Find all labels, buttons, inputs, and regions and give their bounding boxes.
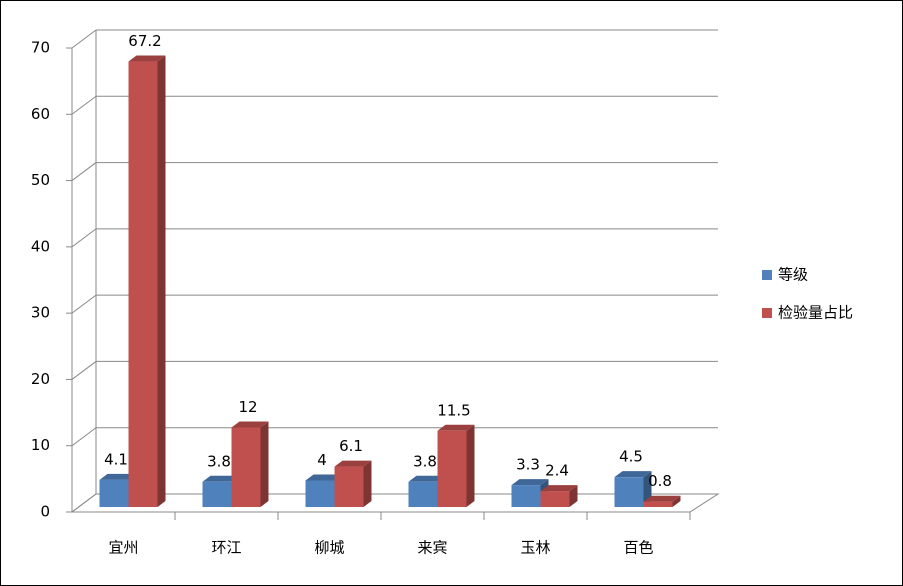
bar: [99, 479, 129, 507]
x-tick-label: 柳城: [314, 539, 344, 557]
y-tick-label: 50: [31, 171, 50, 189]
y-tick-label: 20: [31, 370, 50, 388]
bar-side: [466, 424, 475, 507]
bar: [437, 430, 467, 507]
bar-side: [672, 495, 681, 507]
bar-top: [511, 479, 549, 486]
bar: [643, 501, 673, 507]
y-tick-label: 70: [31, 39, 50, 57]
data-label: 3.8: [413, 452, 437, 470]
legend-label: 等级: [778, 266, 808, 284]
data-label: 12: [238, 398, 257, 416]
bar-side: [260, 421, 269, 507]
bar-top: [231, 421, 269, 428]
bar: [511, 485, 541, 507]
data-label: 3.3: [516, 456, 540, 474]
bar-top: [614, 471, 652, 478]
y-tick-label: 30: [31, 304, 50, 322]
x-tick-label: 环江: [211, 539, 241, 557]
grid-line: [71, 294, 97, 314]
y-tick-label: 0: [40, 503, 50, 521]
grid-line: [71, 29, 97, 49]
x-tick-label: 来宾: [417, 539, 447, 557]
bar-top: [334, 460, 372, 467]
data-label: 11.5: [437, 401, 470, 419]
bar-top: [408, 475, 446, 482]
bar-top: [437, 424, 475, 431]
data-label: 4.5: [619, 448, 643, 466]
bar: [614, 477, 644, 507]
x-tick-label: 百色: [623, 539, 653, 557]
bar: [202, 481, 232, 507]
bar: [334, 466, 364, 507]
grid-line: [71, 95, 97, 115]
data-label: 0.8: [648, 472, 672, 490]
grid-line: [71, 162, 97, 181]
bar-top: [305, 474, 343, 481]
data-label: 3.8: [207, 452, 231, 470]
legend-label: 检验量占比: [778, 304, 853, 322]
data-label: 67.2: [128, 32, 161, 50]
bar-top: [99, 473, 137, 480]
grid-line: [71, 228, 97, 248]
bar: [408, 481, 438, 507]
y-tick-label: 40: [31, 237, 50, 255]
grid-line: [71, 427, 97, 447]
bar-top: [128, 55, 166, 62]
bar-top: [540, 485, 578, 492]
x-tick-label: 宜州: [108, 539, 138, 557]
legend-swatch: [762, 308, 772, 318]
bar: [231, 427, 261, 507]
grid-line: [71, 493, 97, 513]
bar-side: [157, 55, 166, 508]
bar: [540, 491, 570, 507]
bar: [305, 480, 335, 507]
bar: [128, 61, 158, 508]
grid-line: [71, 361, 97, 380]
bar-side: [363, 460, 372, 507]
data-label: 2.4: [545, 462, 569, 480]
bar-top: [643, 495, 681, 502]
bar-side: [569, 485, 578, 507]
legend-swatch: [762, 270, 772, 280]
data-label: 6.1: [339, 437, 363, 455]
bar-top: [202, 475, 240, 482]
y-tick-label: 10: [31, 436, 50, 454]
y-tick-label: 60: [31, 105, 50, 123]
data-label: 4: [317, 451, 327, 469]
data-label: 4.1: [104, 450, 128, 468]
x-tick-label: 玉林: [520, 539, 550, 557]
